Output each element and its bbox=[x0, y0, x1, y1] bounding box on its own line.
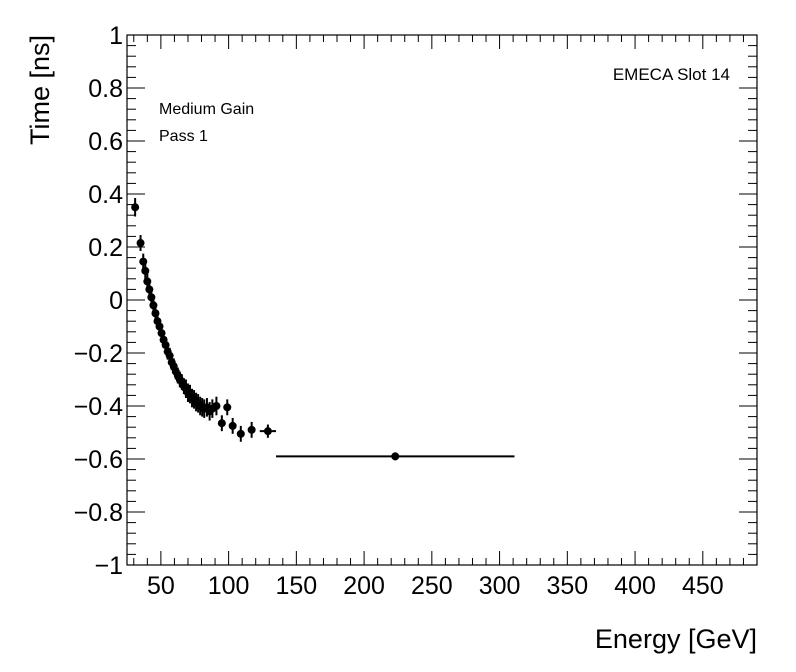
gain-annotation: Medium Gain bbox=[159, 101, 254, 118]
y-tick-label: −0.4 bbox=[74, 393, 123, 421]
marker bbox=[223, 403, 232, 412]
y-tick-label: 0.4 bbox=[88, 181, 123, 209]
marker bbox=[141, 266, 150, 275]
data-point bbox=[276, 452, 515, 461]
x-tick-label: 250 bbox=[411, 572, 453, 600]
marker bbox=[236, 429, 245, 438]
data-point bbox=[259, 424, 277, 438]
marker bbox=[391, 452, 400, 461]
data-point bbox=[228, 417, 237, 434]
axis-ticks bbox=[127, 34, 758, 566]
y-tick-label: −0.8 bbox=[74, 499, 123, 527]
marker bbox=[212, 402, 221, 410]
data-point bbox=[223, 399, 232, 416]
data-points bbox=[131, 197, 515, 461]
x-tick-label: 100 bbox=[208, 572, 250, 600]
x-axis-label: Energy [GeV] bbox=[595, 624, 757, 654]
data-point bbox=[217, 415, 226, 432]
y-tick-label: 0 bbox=[109, 287, 123, 315]
y-tick-label: −0.2 bbox=[74, 340, 123, 368]
pass-annotation: Pass 1 bbox=[159, 128, 208, 145]
marker bbox=[136, 239, 145, 248]
x-tick-label: 350 bbox=[546, 572, 588, 600]
marker bbox=[228, 421, 237, 430]
x-tick-labels: 50 100 150 200 250 300 350 400 450 bbox=[147, 572, 724, 600]
x-tick-label: 50 bbox=[147, 572, 175, 600]
x-tick-label: 150 bbox=[275, 572, 317, 600]
data-point bbox=[131, 197, 140, 217]
marker bbox=[263, 427, 272, 436]
data-point bbox=[136, 235, 145, 251]
y-tick-label: 1 bbox=[109, 22, 123, 50]
y-axis-label: Time [ns] bbox=[25, 35, 55, 145]
data-point bbox=[212, 396, 221, 416]
data-point bbox=[236, 425, 245, 442]
marker bbox=[131, 203, 140, 212]
x-tick-label: 450 bbox=[682, 572, 724, 600]
marker bbox=[217, 419, 226, 428]
slot-annotation: EMECA Slot 14 bbox=[613, 65, 730, 84]
y-tick-label: 0.2 bbox=[88, 234, 123, 262]
x-tick-label: 200 bbox=[343, 572, 385, 600]
data-point bbox=[141, 262, 150, 279]
x-tick-label: 300 bbox=[479, 572, 521, 600]
data-point bbox=[247, 421, 256, 438]
y-tick-label: 0.8 bbox=[88, 75, 123, 103]
y-tick-label: −0.6 bbox=[74, 446, 123, 474]
y-tick-label: −1 bbox=[94, 552, 123, 580]
y-tick-labels: −1 −0.8 −0.6 −0.4 −0.2 0 0.2 0.4 0.6 0.8 1 bbox=[74, 22, 123, 580]
y-tick-label: 0.6 bbox=[88, 128, 123, 156]
x-tick-label: 400 bbox=[614, 572, 656, 600]
marker bbox=[247, 425, 256, 434]
